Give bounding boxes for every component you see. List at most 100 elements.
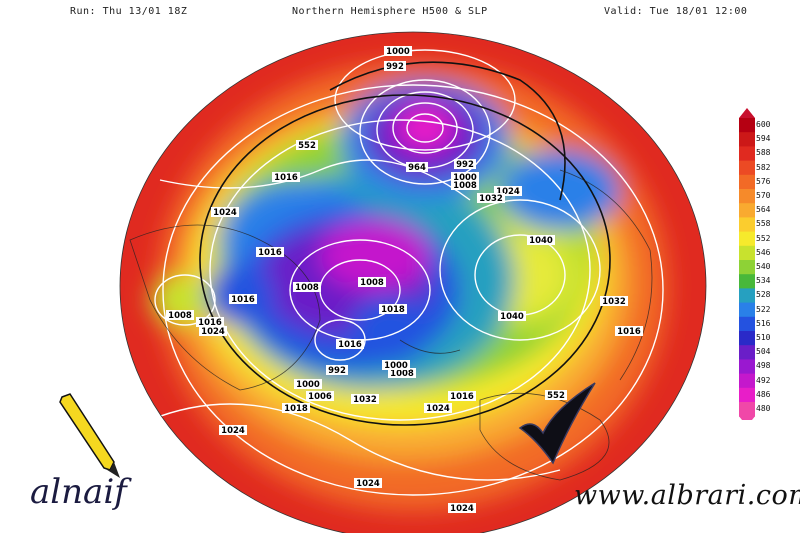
map-title: Northern Hemisphere H500 & SLP xyxy=(292,6,488,17)
contour-label: 1016 xyxy=(338,340,362,350)
legend-swatch xyxy=(739,146,755,162)
contour-label: 1000 xyxy=(296,380,320,390)
legend-value-label: 564 xyxy=(756,205,771,215)
contour-label: 1008 xyxy=(453,181,477,191)
contour-label-bg xyxy=(351,394,379,404)
legend-value-label: 558 xyxy=(756,219,771,229)
contour-label-bg xyxy=(451,180,479,190)
coastlines xyxy=(129,169,653,481)
contour-label-bg xyxy=(296,140,318,150)
legend-value-label: 528 xyxy=(756,290,771,300)
contour-label: 1040 xyxy=(500,312,524,322)
contour-label: 1016 xyxy=(198,318,222,328)
run-time-label: Run: Thu 13/01 18Z xyxy=(70,6,188,17)
contour-label: 1032 xyxy=(479,194,503,204)
contour-label-bg xyxy=(306,391,334,401)
contour-label-bg xyxy=(294,379,322,389)
contour-label-bg xyxy=(358,277,386,287)
contour-label-bg xyxy=(615,326,643,336)
contour-label: 1024 xyxy=(213,208,237,218)
legend-swatch xyxy=(739,302,755,318)
contour-label-bg xyxy=(382,360,410,370)
legend-swatch xyxy=(739,203,755,218)
contour-label-bg xyxy=(545,390,567,400)
legend-arrow-top xyxy=(739,108,755,118)
legend-value-label: 570 xyxy=(756,191,771,200)
checkmark-icon xyxy=(518,382,596,465)
legend-value-label: 480 xyxy=(756,404,771,413)
contour-label-bg xyxy=(498,311,526,321)
legend-value-label: 510 xyxy=(756,333,771,342)
contour-label: 992 xyxy=(386,62,404,72)
contour-label: 1016 xyxy=(450,392,474,402)
contour-label-bg xyxy=(451,172,479,182)
contour-label-bg xyxy=(354,478,382,488)
contour-label-bg xyxy=(406,162,428,172)
legend-swatch xyxy=(739,245,755,261)
contour-label-bg xyxy=(196,317,224,327)
contour-label-bg xyxy=(384,46,412,56)
legend-value-label: 516 xyxy=(756,318,771,328)
contour-label: 1024 xyxy=(221,426,245,436)
contour-label-bg xyxy=(424,403,452,413)
contour-label: 1000 xyxy=(384,361,408,371)
legend-value-label: 594 xyxy=(756,134,771,144)
legend-value-label: 600 xyxy=(756,120,771,129)
legend-swatch xyxy=(739,132,755,147)
legend-swatch xyxy=(739,331,755,346)
contour-label: 1000 xyxy=(386,47,410,57)
contour-label-bg xyxy=(448,391,476,401)
legend-value-label: 540 xyxy=(756,262,771,271)
contour-label: 1016 xyxy=(258,248,282,258)
legend-swatch xyxy=(739,402,755,417)
contour-label-bg xyxy=(293,282,321,292)
contour-label: 1032 xyxy=(353,395,377,405)
contour-label: 1016 xyxy=(274,173,298,183)
legend-swatch xyxy=(739,217,755,233)
legend-swatch xyxy=(739,160,755,176)
contour-label-bg xyxy=(282,403,310,413)
contour-label: 552 xyxy=(547,391,565,401)
contour-label: 1008 xyxy=(360,278,384,288)
brand-watermark: alnaif xyxy=(30,472,127,512)
legend-swatch xyxy=(739,189,755,204)
legend-swatch xyxy=(739,174,755,190)
legend-swatch xyxy=(739,260,755,275)
color-legend-bar xyxy=(739,108,755,420)
contour-label: 1024 xyxy=(450,504,474,514)
legend-value-label: 498 xyxy=(756,361,771,371)
contour-label: 552 xyxy=(298,141,316,151)
map-border xyxy=(119,31,707,533)
contour-labels: 1000992552101610241016100810081016102410… xyxy=(166,46,643,514)
contour-label: 1040 xyxy=(529,236,553,246)
contour-label-bg xyxy=(384,61,406,71)
contour-label: 964 xyxy=(408,163,426,173)
contour-label-bg xyxy=(477,193,505,203)
slp-isobars xyxy=(149,49,664,496)
contour-label-bg xyxy=(272,172,300,182)
contour-label: 1008 xyxy=(390,369,414,379)
contour-label-bg xyxy=(326,365,348,375)
contour-label-bg xyxy=(336,339,364,349)
legend-value-label: 588 xyxy=(756,148,771,158)
legend-arrow-bottom xyxy=(739,416,755,420)
contour-label-bg xyxy=(166,310,194,320)
site-url-watermark: www.albrari.com xyxy=(574,480,800,511)
contour-label: 1016 xyxy=(617,327,641,337)
contour-label: 1000 xyxy=(453,173,477,183)
contour-label: 1032 xyxy=(602,297,626,307)
h500-contours xyxy=(199,61,611,426)
h500-color-field xyxy=(120,32,706,533)
legend-value-label: 576 xyxy=(756,176,771,186)
legend-value-label: 552 xyxy=(756,233,771,243)
contour-label: 1024 xyxy=(356,479,380,489)
legend-value-label: 546 xyxy=(756,247,771,257)
contour-label: 992 xyxy=(456,160,474,170)
legend-value-label: 486 xyxy=(756,389,771,399)
contour-label: 1024 xyxy=(201,327,225,337)
contour-label: 1016 xyxy=(231,295,255,305)
contour-label: 1024 xyxy=(426,404,450,414)
valid-time-label: Valid: Tue 18/01 12:00 xyxy=(604,6,748,17)
contour-label: 1018 xyxy=(284,404,308,414)
